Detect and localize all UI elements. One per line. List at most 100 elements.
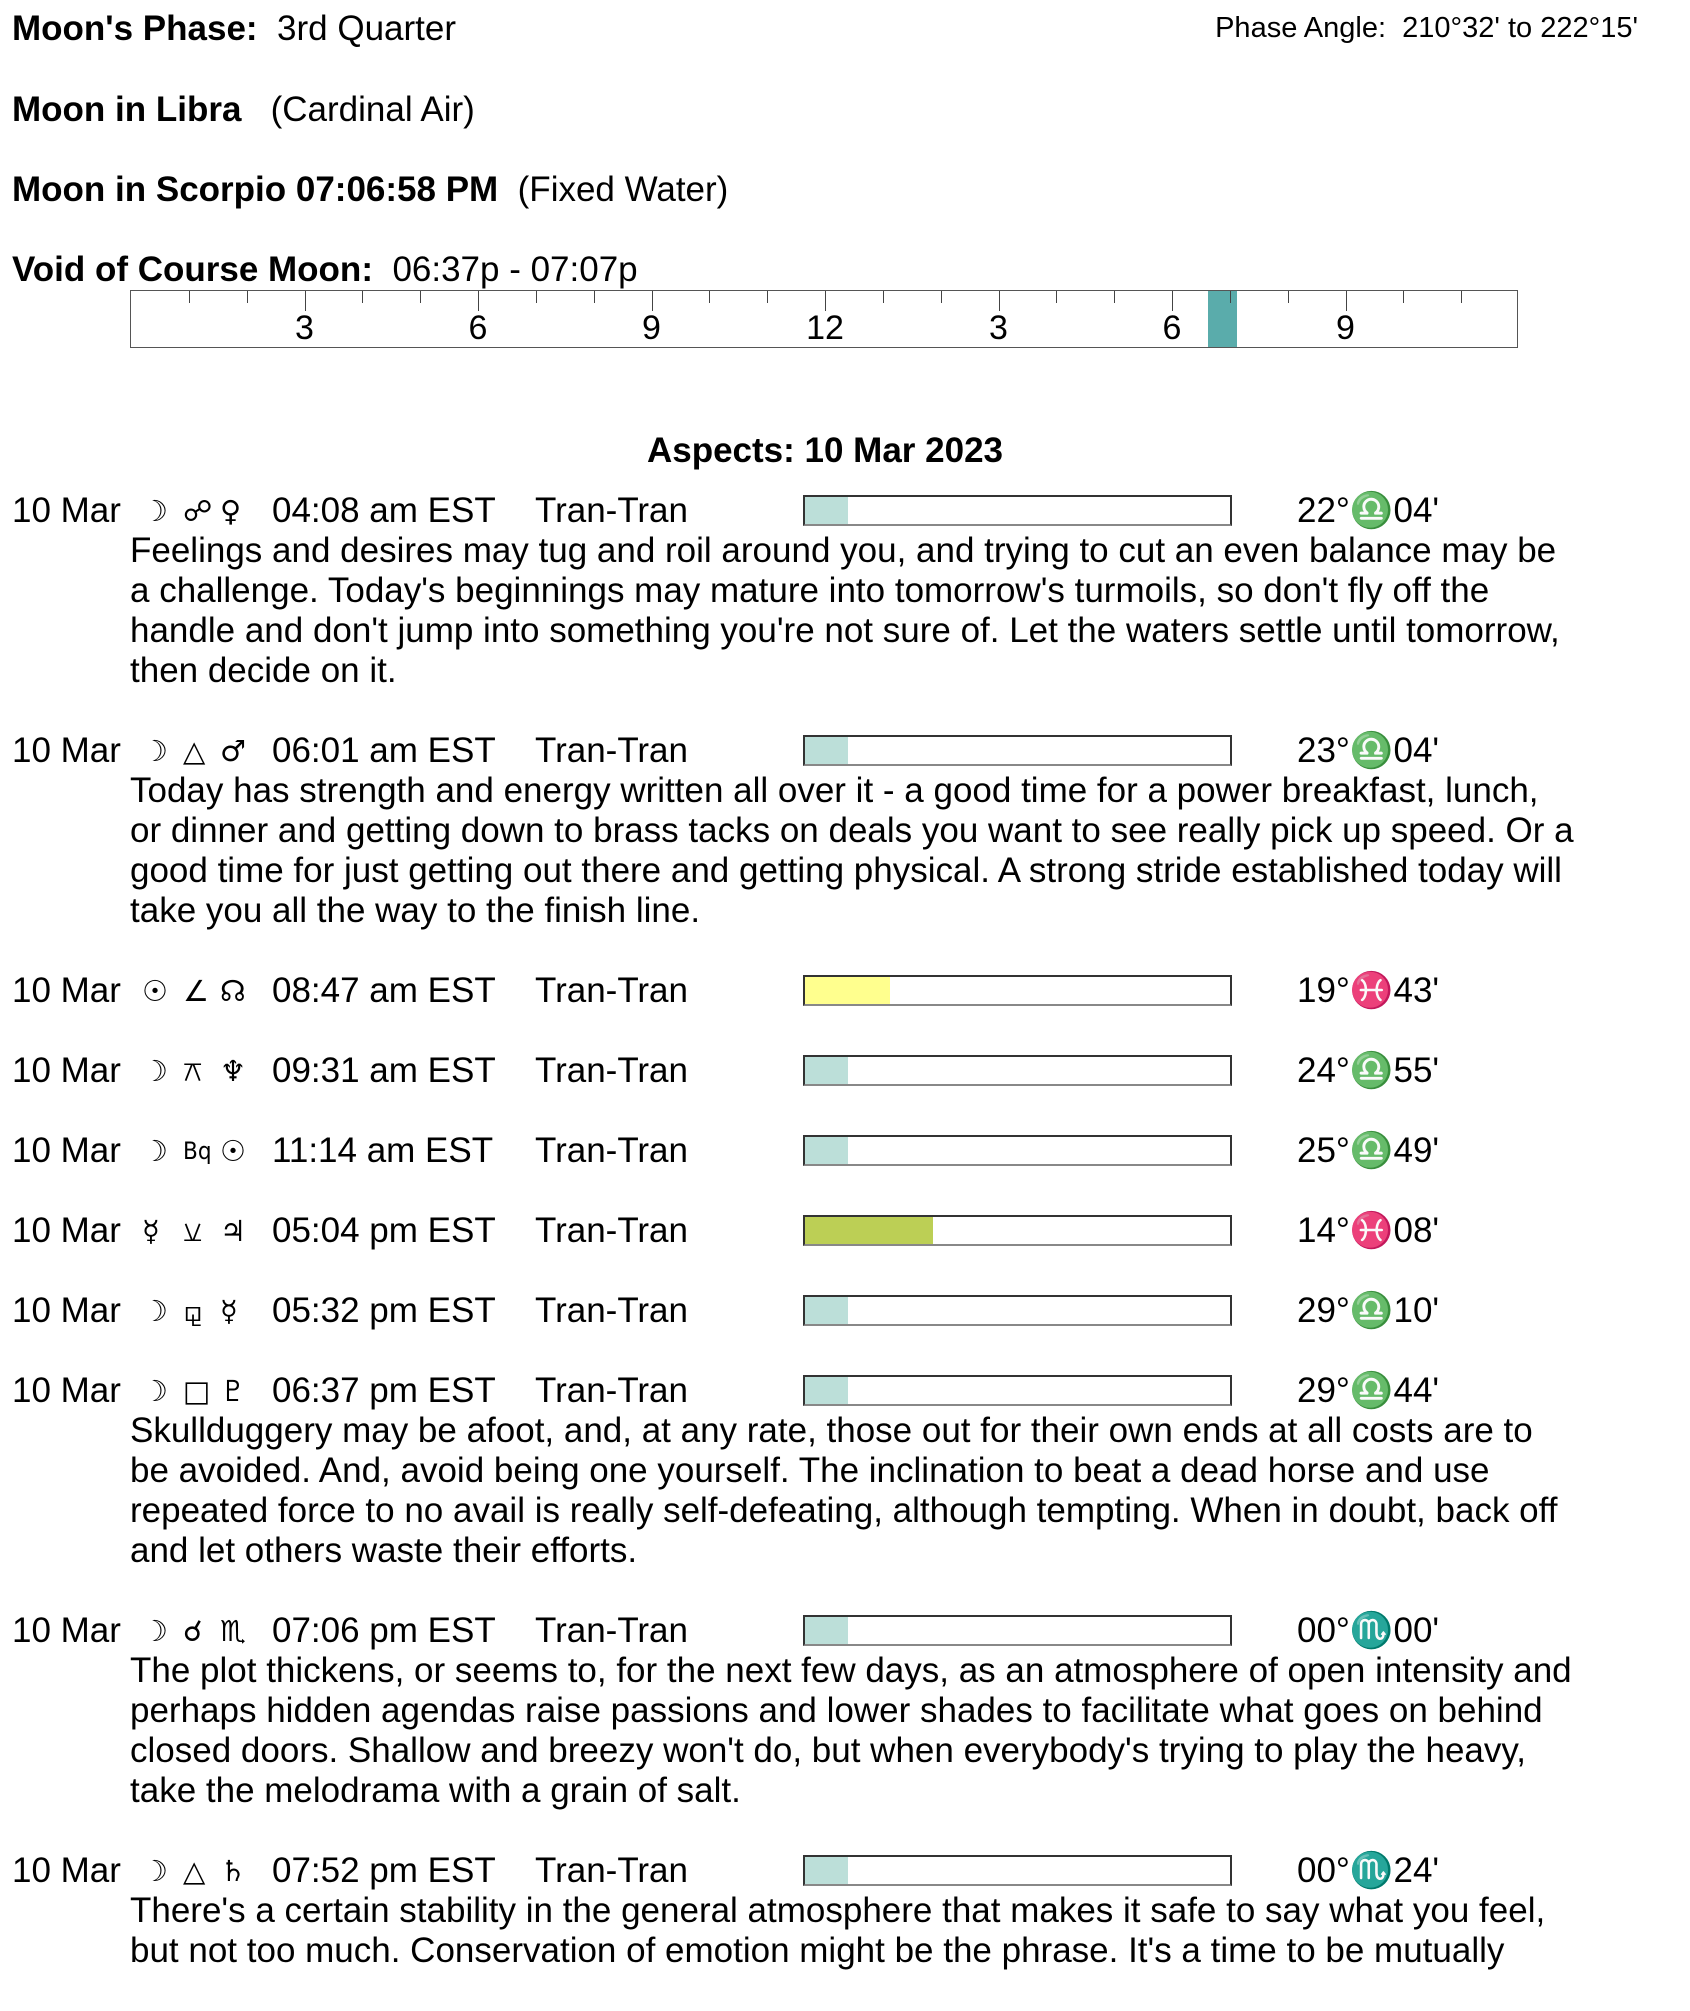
planet-2-icon: ♇: [220, 1374, 246, 1408]
aspect-entry: 10 Mar ☽ ☍ ♀ 04:08 am EST Tran-Tran 22°♎04' Fee…: [0, 491, 1690, 691]
aspect-position: 23°♎04': [1297, 731, 1440, 770]
aspect-entry: 10 Mar ☽ ☌ ♏ 07:06 pm EST Tran-Tran 00°♏00' The…: [0, 1611, 1690, 1811]
hour-tick: [882, 291, 884, 303]
aspect-icon: ☌: [183, 1614, 203, 1648]
description-line: take the melodrama with a grain of salt.: [130, 1771, 741, 1810]
aspect-date: 10 Mar: [12, 1611, 121, 1650]
description-line: then decide on it.: [130, 651, 397, 690]
aspect-row: 10 Mar ☉ ∠ ☊ 08:47 am EST Tran-Tran 19°♓43': [0, 971, 1690, 1011]
planet-2-icon: ♏: [220, 1614, 246, 1648]
hour-tick: [767, 291, 769, 303]
moon-ingress-label: Moon in Scorpio 07:06:58 PM: [12, 170, 499, 209]
aspect-entry: 10 Mar ☽ △ ♂ 06:01 am EST Tran-Tran 23°♎04' Tod…: [0, 731, 1690, 931]
aspects-title: Aspects: 10 Mar 2023: [646, 431, 1004, 470]
phase-angle-label: Phase Angle:: [1215, 12, 1387, 44]
aspect-position: 29°♎44': [1297, 1371, 1440, 1410]
hour-tick: [651, 291, 653, 311]
aspect-position: 24°♎55': [1297, 1051, 1440, 1090]
void-label: Void of Course Moon:: [12, 250, 373, 289]
hour-tick: [535, 291, 537, 303]
void-period-marker: [1207, 291, 1237, 347]
description-line: perhaps hidden agendas raise passions an…: [130, 1691, 1543, 1730]
planet-1-icon: ☽: [142, 1374, 168, 1408]
aspect-strength-fill: [805, 497, 848, 524]
aspect-type: Tran-Tran: [535, 1851, 688, 1890]
hour-tick: [709, 291, 711, 303]
hour-tick: [593, 291, 595, 303]
hour-tick: [362, 291, 364, 303]
aspect-row: 10 Mar ☽ △ ♄ 07:52 pm EST Tran-Tran 00°♏24': [0, 1851, 1690, 1891]
aspect-strength-fill: [805, 1217, 933, 1244]
aspect-row: 10 Mar ☽ ☍ ♀ 04:08 am EST Tran-Tran 22°♎04': [0, 491, 1690, 531]
hour-tick: [1461, 291, 1463, 303]
aspect-entry: 10 Mar ☽ △ ♄ 07:52 pm EST Tran-Tran 00°♏24' The…: [0, 1851, 1690, 1971]
aspect-time: 06:01 am EST: [272, 731, 496, 770]
aspect-row: 10 Mar ☽ ⚼ ☿ 05:32 pm EST Tran-Tran 29°♎10': [0, 1291, 1690, 1331]
aspect-date: 10 Mar: [12, 971, 121, 1010]
aspect-type: Tran-Tran: [535, 1051, 688, 1090]
aspect-icon: Bq: [183, 1137, 212, 1165]
hour-tick: [1287, 291, 1289, 303]
planet-1-icon: ☿: [142, 1214, 160, 1248]
hour-label: 9: [642, 309, 661, 347]
aspect-type: Tran-Tran: [535, 1371, 688, 1410]
moon-sign-label: Moon in Libra: [12, 90, 242, 129]
description-line: Skullduggery may be afoot, and, at any r…: [130, 1411, 1533, 1450]
description-line: and let others waste their efforts.: [130, 1531, 638, 1570]
aspect-icon: ⚼: [183, 1294, 204, 1328]
hour-tick: [478, 291, 479, 311]
description-line: or dinner and getting down to brass tack…: [130, 811, 1574, 850]
hour-tick: [1172, 291, 1173, 311]
hour-tick: [998, 291, 1000, 311]
planet-2-icon: ♀: [220, 494, 242, 528]
planet-2-icon: ♄: [220, 1854, 246, 1888]
hour-label: 6: [1162, 309, 1182, 347]
aspect-strength-fill: [805, 737, 848, 764]
aspect-strength-fill: [805, 1137, 848, 1164]
aspect-entry: 10 Mar ☽ ⚼ ☿ 05:32 pm EST Tran-Tran 29°♎10': [0, 1291, 1690, 1331]
planet-1-icon: ☽: [142, 1294, 168, 1328]
moon-phase-value: 3rd Quarter: [277, 9, 457, 48]
aspect-row: 10 Mar ☽ Bq ☉ 11:14 am EST Tran-Tran 25°♎49': [0, 1131, 1690, 1171]
aspect-position: 25°♎49': [1297, 1131, 1440, 1170]
description-line: take you all the way to the finish line.: [130, 891, 701, 930]
aspect-position: 00°♏00': [1297, 1611, 1440, 1650]
planet-2-icon: ♃: [220, 1214, 246, 1248]
hour-tick: [1114, 291, 1116, 303]
description-line: The plot thickens, or seems to, for the …: [130, 1651, 1572, 1690]
planet-1-icon: ☉: [142, 974, 168, 1008]
aspect-icon: ∠: [183, 974, 209, 1008]
aspect-icon: □: [183, 1374, 211, 1408]
aspect-strength-bar: [803, 975, 1232, 1006]
aspect-date: 10 Mar: [12, 491, 121, 530]
aspect-icon: △: [183, 734, 206, 768]
description-line: but not too much. Conservation of emotio…: [130, 1931, 1505, 1970]
aspect-strength-bar: [803, 1215, 1232, 1246]
aspect-entry: 10 Mar ☽ □ ♇ 06:37 pm EST Tran-Tran 29°♎44' Sku…: [0, 1371, 1690, 1571]
description-line: handle and don't jump into something you…: [130, 611, 1560, 650]
aspect-position: 00°♏24': [1297, 1851, 1440, 1890]
aspect-row: 10 Mar ☿ ⚺ ♃ 05:04 pm EST Tran-Tran 14°♓08': [0, 1211, 1690, 1251]
aspect-strength-fill: [805, 1297, 848, 1324]
hour-label: 6: [468, 309, 488, 347]
hour-tick: [1229, 291, 1231, 303]
aspect-date: 10 Mar: [12, 1371, 121, 1410]
aspect-strength-fill: [805, 1857, 848, 1884]
planet-1-icon: ☽: [142, 1054, 168, 1088]
description-line: Feelings and desires may tug and roil ar…: [130, 531, 1557, 570]
aspect-time: 05:04 pm EST: [272, 1211, 496, 1250]
hour-tick: [1345, 291, 1347, 311]
aspect-strength-bar: [803, 1615, 1232, 1646]
aspect-description: Feelings and desires may tug and roil ar…: [130, 531, 1690, 691]
aspect-strength-bar: [803, 1855, 1232, 1886]
moon-sign-element: (Cardinal Air): [270, 90, 475, 129]
aspect-strength-fill: [805, 1617, 848, 1644]
aspect-description: Today has strength and energy written al…: [130, 771, 1690, 931]
aspect-time: 11:14 am EST: [272, 1131, 494, 1170]
description-line: good time for just getting out there and…: [130, 851, 1562, 890]
aspect-date: 10 Mar: [12, 1211, 121, 1250]
void-of-course: Void of Course Moon: 06:37p - 07:07p: [12, 250, 638, 290]
planet-1-icon: ☽: [142, 1854, 168, 1888]
aspect-entry: 10 Mar ☉ ∠ ☊ 08:47 am EST Tran-Tran 19°♓43': [0, 971, 1690, 1011]
aspect-type: Tran-Tran: [535, 1211, 688, 1250]
